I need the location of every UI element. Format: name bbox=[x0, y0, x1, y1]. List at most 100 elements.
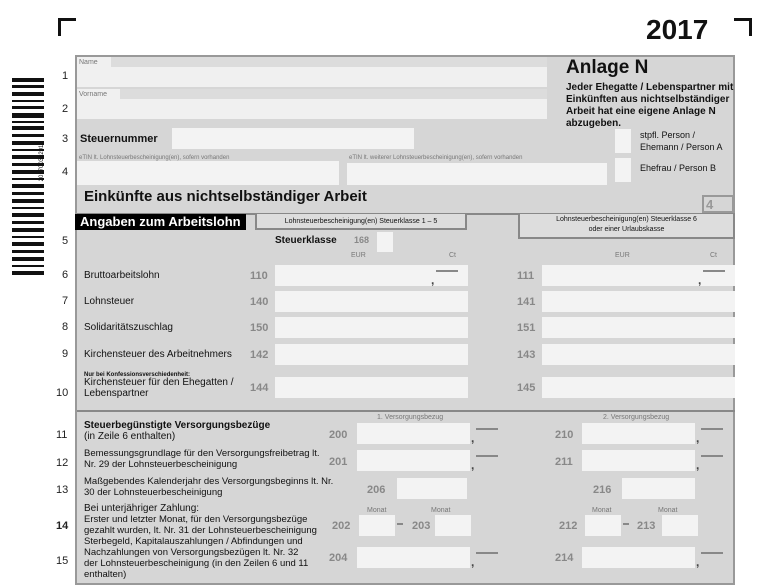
r15-amount-2[interactable] bbox=[582, 547, 695, 568]
r14-month-c3[interactable] bbox=[585, 515, 621, 536]
row-code-right: 151 bbox=[517, 322, 536, 334]
row-label: Bruttoarbeitslohn bbox=[84, 270, 160, 281]
etin1-field[interactable] bbox=[77, 161, 339, 185]
cents-dash bbox=[476, 455, 498, 457]
corner-mark-right bbox=[734, 18, 752, 36]
form-notice: Jeder Ehegatte / Lebenspartner mit Einkü… bbox=[566, 82, 734, 129]
etin2-field[interactable] bbox=[347, 163, 607, 185]
r14-month-c1[interactable] bbox=[359, 515, 395, 536]
cents-dash bbox=[476, 428, 498, 430]
form-title: Anlage N bbox=[566, 57, 649, 78]
row-label: Solidaritätszuschlag bbox=[84, 322, 173, 333]
r12-amount-2[interactable] bbox=[582, 450, 695, 471]
steuernummer-label: Steuernummer bbox=[80, 133, 158, 145]
row-amount-left[interactable] bbox=[275, 344, 468, 365]
vorname-label: Vorname bbox=[79, 91, 108, 98]
row-amount-left[interactable] bbox=[275, 291, 468, 312]
line-number: 14 bbox=[56, 520, 69, 532]
steuerklasse-field[interactable] bbox=[377, 232, 393, 252]
cents-dash bbox=[701, 455, 723, 457]
r14-code-c1: 202 bbox=[332, 520, 351, 532]
line-number: 12 bbox=[56, 457, 69, 469]
comma: , bbox=[431, 273, 435, 287]
line-number: 7 bbox=[62, 295, 69, 307]
r11-code1: 200 bbox=[329, 429, 348, 441]
cents-dash bbox=[476, 552, 498, 554]
cents-dash bbox=[701, 552, 723, 554]
row-code-left: 150 bbox=[250, 322, 269, 334]
row-amount-right[interactable] bbox=[542, 317, 735, 338]
year: 2017 bbox=[646, 14, 709, 45]
ct-label: Ct bbox=[449, 252, 456, 259]
section-title: Einkünfte aus nichtselbständiger Arbeit bbox=[84, 188, 367, 205]
anlage-n-form: Name Vorname Steuernummer eTIN lt. Lohns… bbox=[75, 55, 735, 585]
r11-title: Steuerbegünstigte Versorgungsbezüge bbox=[84, 420, 271, 431]
bruttoarbeitslohn-right[interactable] bbox=[542, 265, 697, 286]
r13-label: Maßgebendes Kalenderjahr des Versorgungs… bbox=[84, 476, 334, 498]
r14-month-c2[interactable] bbox=[435, 515, 471, 536]
row-amount-left[interactable] bbox=[275, 377, 468, 398]
r15-code1: 204 bbox=[329, 552, 348, 564]
line-number: 11 bbox=[56, 429, 68, 441]
month-dash bbox=[397, 523, 403, 525]
line-number: 1 bbox=[62, 70, 69, 82]
row-code-right: 111 bbox=[517, 270, 535, 282]
row-amount-right[interactable] bbox=[542, 344, 735, 365]
row-code-left: 144 bbox=[250, 382, 269, 394]
r12-amount-1[interactable] bbox=[357, 450, 470, 471]
steuerklasse-code: 168 bbox=[354, 235, 370, 245]
r14-code-c2: 203 bbox=[412, 520, 431, 532]
person-a-label: stpfl. Person / Ehemann / Person A bbox=[640, 130, 723, 152]
comma: , bbox=[471, 458, 475, 472]
steuernummer-field[interactable] bbox=[172, 128, 414, 149]
bruttoarbeitslohn-left[interactable] bbox=[275, 265, 430, 286]
r11-amount-2[interactable] bbox=[582, 423, 695, 444]
cents-dash bbox=[701, 428, 723, 430]
line-number: 15 bbox=[56, 555, 69, 567]
column-header-left: Lohnsteuerbescheinigung(en) Steuerklasse… bbox=[255, 214, 467, 230]
cents-dash bbox=[703, 270, 725, 272]
row-note: Nur bei Konfessionsverschiedenheit: bbox=[84, 372, 191, 378]
page-number-box: 4 bbox=[702, 195, 734, 213]
column-header-right: Lohnsteuerbescheinigung(en) Steuerklasse… bbox=[518, 214, 735, 239]
r13-code1: 206 bbox=[367, 484, 386, 496]
line-number: 2 bbox=[62, 103, 69, 115]
line-number: 3 bbox=[62, 133, 69, 145]
person-b-checkbox[interactable] bbox=[615, 158, 631, 182]
r15-amount-1[interactable] bbox=[357, 547, 470, 568]
comma: , bbox=[698, 273, 702, 287]
r15-label: Sterbegeld, Kapitalauszahlungen / Abfind… bbox=[84, 536, 309, 580]
row-code-right: 143 bbox=[517, 349, 536, 361]
r13-code2: 216 bbox=[593, 484, 612, 496]
r14-code-c3: 212 bbox=[559, 520, 578, 532]
comma: , bbox=[696, 431, 700, 445]
r12-code1: 201 bbox=[329, 456, 348, 468]
row-amount-left[interactable] bbox=[275, 317, 468, 338]
comma: , bbox=[696, 458, 700, 472]
person-a-checkbox[interactable] bbox=[615, 129, 631, 153]
row-code-left: 140 bbox=[250, 296, 269, 308]
r12-code2: 211 bbox=[555, 456, 573, 468]
r15-code2: 214 bbox=[555, 552, 574, 564]
etin1-label: eTIN lt. Lohnsteuerbescheinigung(en), so… bbox=[79, 155, 230, 161]
name-label: Name bbox=[79, 57, 102, 69]
row-code-left: 142 bbox=[250, 349, 269, 361]
subsection-title: Angaben zum Arbeitslohn bbox=[75, 214, 246, 230]
row-amount-right[interactable] bbox=[542, 377, 735, 398]
r13-year-1[interactable] bbox=[397, 478, 467, 499]
name-label-bar bbox=[111, 57, 547, 67]
r14-month-c4[interactable] bbox=[662, 515, 698, 536]
versorgung-divider bbox=[77, 410, 735, 412]
row-amount-right[interactable] bbox=[542, 291, 735, 312]
row-code-right: 141 bbox=[517, 296, 536, 308]
r11-code2: 210 bbox=[555, 429, 574, 441]
etin2-label: eTIN lt. weiterer Lohnsteuerbescheinigun… bbox=[349, 155, 523, 161]
r14-code-c4: 213 bbox=[637, 520, 656, 532]
eur-label: EUR bbox=[615, 252, 630, 259]
r13-year-2[interactable] bbox=[622, 478, 695, 499]
row-code-left: 110 bbox=[250, 270, 268, 282]
r11-amount-1[interactable] bbox=[357, 423, 470, 444]
r14-label2: Erster und letzter Monat, für den Versor… bbox=[84, 514, 317, 536]
comma: , bbox=[696, 555, 700, 569]
r11-sub: (in Zeile 6 enthalten) bbox=[84, 431, 176, 442]
